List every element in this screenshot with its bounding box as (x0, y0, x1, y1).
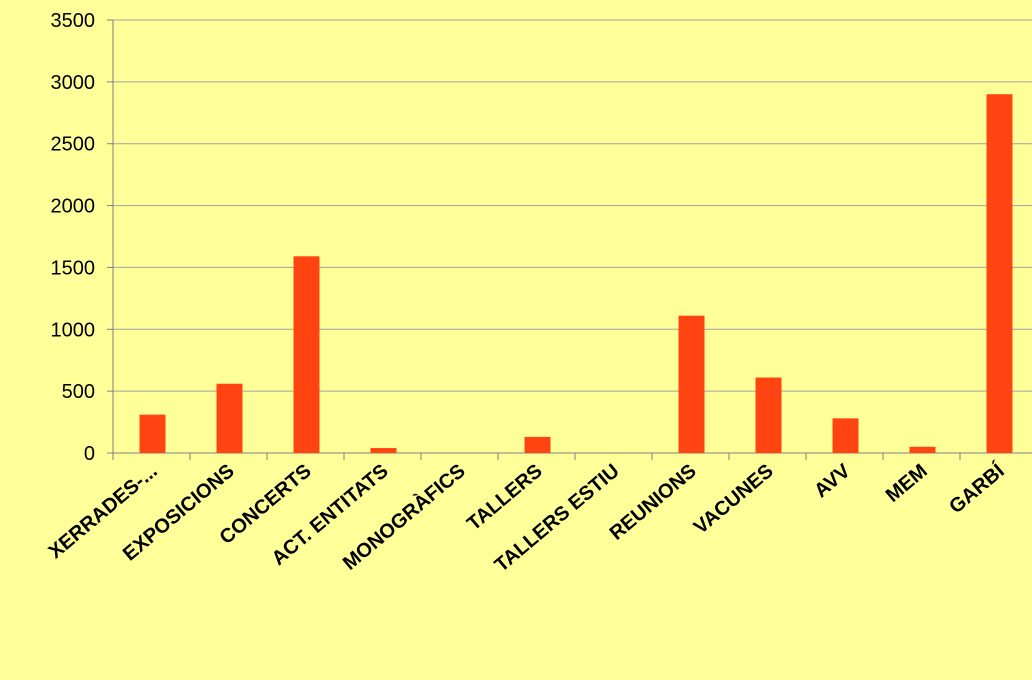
x-tick-label: AVV (810, 460, 855, 503)
y-tick-label: 2000 (51, 196, 96, 218)
y-tick-label: 2500 (51, 134, 96, 156)
bar-12 (986, 94, 1013, 453)
y-tick-label: 3500 (51, 10, 96, 32)
y-tick-label: 1000 (51, 319, 96, 341)
bar-11 (909, 446, 936, 453)
bar-6 (524, 436, 551, 453)
gridlines (113, 19, 1032, 392)
y-tick-label: 3000 (51, 72, 96, 94)
y-tick-label: 1500 (51, 257, 96, 279)
x-tick-label: VACUNES (690, 460, 778, 539)
y-tick-label: 500 (62, 381, 95, 403)
y-axis-tick-labels: 0 500 1000 1500 2000 2500 3000 3500 (51, 10, 96, 465)
bar-1 (139, 414, 166, 453)
bar-4 (370, 448, 397, 453)
bar-10 (832, 418, 859, 453)
bar-2 (216, 383, 243, 453)
bars (139, 94, 1013, 453)
y-tick-label: 0 (84, 443, 95, 465)
bar-8 (678, 315, 705, 453)
bar-9 (755, 377, 782, 453)
x-tick-label: MEM (882, 460, 932, 507)
axes (107, 19, 1032, 460)
x-tick-label: GARBÍ (945, 459, 1009, 518)
bar-3 (293, 256, 320, 453)
